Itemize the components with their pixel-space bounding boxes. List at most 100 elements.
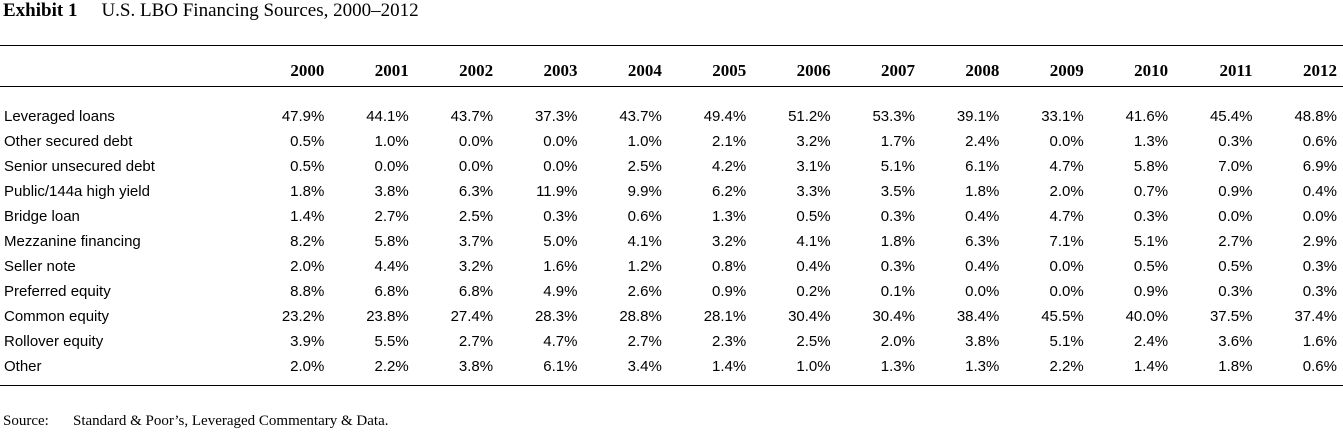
table-row: Senior unsecured debt 0.5% 0.0% 0.0% 0.0% 2.5…: [0, 154, 1337, 179]
percentage-cell: 30.4%: [788, 308, 831, 325]
row-label-header: [0, 58, 240, 84]
table-header-row: 2000 2001 2002 2003 2004 2005 2006 2007 2008 2009…: [0, 58, 1337, 84]
percentage-cell: 1.0%: [796, 358, 831, 375]
percentage-cell: 1.4%: [712, 358, 747, 375]
percentage-cell: 2.5%: [627, 158, 662, 175]
percentage-cell: 1.8%: [1218, 358, 1253, 375]
percentage-cell: 38.4%: [956, 308, 1000, 325]
row-label: Senior unsecured debt: [4, 158, 155, 175]
table-row: Common equity 23.2% 23.8% 27.4% 28.3% 28.8% 28…: [0, 304, 1337, 329]
percentage-cell: 3.4%: [627, 358, 662, 375]
percentage-cell: 1.3%: [965, 358, 1000, 375]
row-label: Common equity: [4, 308, 110, 325]
percentage-cell: 2.3%: [712, 333, 747, 350]
percentage-cell: 1.0%: [627, 133, 662, 150]
percentage-cell: 0.3%: [543, 208, 578, 225]
percentage-cell: 3.8%: [965, 333, 1000, 350]
percentage-cell: 0.3%: [880, 258, 915, 275]
percentage-cell: 28.1%: [703, 308, 747, 325]
percentage-cell: 2.4%: [965, 133, 1000, 150]
percentage-cell: 6.2%: [712, 183, 747, 200]
source-text: Standard & Poor’s, Leveraged Commentary …: [73, 413, 389, 429]
percentage-cell: 0.5%: [1133, 258, 1169, 275]
percentage-cell: 37.4%: [1294, 308, 1337, 325]
percentage-cell: 0.3%: [880, 208, 915, 225]
percentage-cell: 3.2%: [796, 133, 831, 150]
row-label: Preferred equity: [4, 283, 111, 300]
percentage-cell: 0.3%: [1302, 258, 1337, 275]
percentage-cell: 1.4%: [1133, 358, 1169, 375]
percentage-cell: 0.4%: [796, 258, 831, 275]
percentage-cell: 2.5%: [458, 208, 494, 225]
year-header: 2011: [1219, 61, 1253, 80]
row-label: Rollover equity: [4, 333, 104, 350]
percentage-cell: 1.6%: [543, 258, 578, 275]
percentage-cell: 1.3%: [712, 208, 747, 225]
percentage-cell: 6.1%: [543, 358, 578, 375]
row-label: Public/144a high yield: [4, 183, 150, 200]
year-header: 2008: [965, 61, 1000, 80]
percentage-cell: 2.6%: [627, 283, 662, 300]
percentage-cell: 0.9%: [1218, 183, 1253, 200]
percentage-cell: 1.3%: [1133, 133, 1169, 150]
percentage-cell: 37.5%: [1209, 308, 1253, 325]
percentage-cell: 3.1%: [796, 158, 831, 175]
bottom-rule: [0, 385, 1343, 386]
percentage-cell: 3.2%: [712, 233, 747, 250]
percentage-cell: 5.1%: [1049, 333, 1084, 350]
percentage-cell: 39.1%: [956, 108, 1000, 125]
percentage-cell: 0.5%: [290, 158, 325, 175]
percentage-cell: 0.5%: [796, 208, 831, 225]
percentage-cell: 1.7%: [880, 133, 915, 150]
percentage-cell: 0.0%: [1302, 208, 1337, 225]
percentage-cell: 0.6%: [1302, 133, 1337, 150]
percentage-cell: 5.5%: [374, 333, 409, 350]
percentage-cell: 6.8%: [374, 283, 409, 300]
percentage-cell: 23.2%: [281, 308, 325, 325]
percentage-cell: 2.4%: [1133, 333, 1169, 350]
percentage-cell: 0.0%: [458, 133, 494, 150]
percentage-cell: 4.1%: [796, 233, 831, 250]
table-row: Seller note 2.0% 4.4% 3.2% 1.6% 1.2% 0.8% 0.4% 0…: [0, 254, 1337, 279]
percentage-cell: 4.7%: [1049, 158, 1084, 175]
source-note: Source: Standard & Poor’s, Leveraged Comm…: [3, 413, 388, 430]
percentage-cell: 2.0%: [290, 258, 325, 275]
percentage-cell: 28.8%: [619, 308, 662, 325]
percentage-cell: 1.8%: [965, 183, 1000, 200]
percentage-cell: 0.9%: [1133, 283, 1169, 300]
percentage-cell: 0.3%: [1218, 133, 1253, 150]
percentage-cell: 0.5%: [290, 133, 325, 150]
percentage-cell: 0.3%: [1302, 283, 1337, 300]
percentage-cell: 0.4%: [965, 258, 1000, 275]
exhibit-title: Exhibit 1 U.S. LBO Financing Sources, 200…: [3, 0, 419, 22]
percentage-cell: 43.7%: [619, 108, 662, 125]
year-header: 2001: [374, 61, 409, 80]
percentage-cell: 0.4%: [1302, 183, 1337, 200]
table-row: Public/144a high yield 1.8% 3.8% 6.3% 11.9% 9…: [0, 179, 1337, 204]
percentage-cell: 0.0%: [1049, 133, 1084, 150]
percentage-cell: 2.9%: [1302, 233, 1337, 250]
percentage-cell: 44.1%: [366, 108, 409, 125]
header-rule: [0, 86, 1343, 87]
row-label: Other secured debt: [4, 133, 133, 150]
table-row: Bridge loan 1.4% 2.7% 2.5% 0.3% 0.6% 1.3% 0.5% 0…: [0, 204, 1337, 229]
percentage-cell: 1.8%: [880, 233, 915, 250]
percentage-cell: 5.0%: [543, 233, 578, 250]
percentage-cell: 3.2%: [458, 258, 494, 275]
percentage-cell: 0.9%: [712, 283, 747, 300]
percentage-cell: 2.1%: [712, 133, 747, 150]
percentage-cell: 0.6%: [1302, 358, 1337, 375]
percentage-cell: 47.9%: [281, 108, 325, 125]
percentage-cell: 3.6%: [1218, 333, 1253, 350]
percentage-cell: 6.1%: [965, 158, 1000, 175]
year-header: 2009: [1049, 61, 1084, 80]
percentage-cell: 2.2%: [1049, 358, 1084, 375]
percentage-cell: 40.0%: [1125, 308, 1169, 325]
percentage-cell: 1.4%: [290, 208, 325, 225]
source-label: Source:: [3, 413, 49, 429]
percentage-cell: 30.4%: [872, 308, 915, 325]
percentage-cell: 2.2%: [374, 358, 409, 375]
percentage-cell: 2.0%: [1049, 183, 1084, 200]
percentage-cell: 48.8%: [1294, 108, 1337, 125]
percentage-cell: 2.7%: [374, 208, 409, 225]
